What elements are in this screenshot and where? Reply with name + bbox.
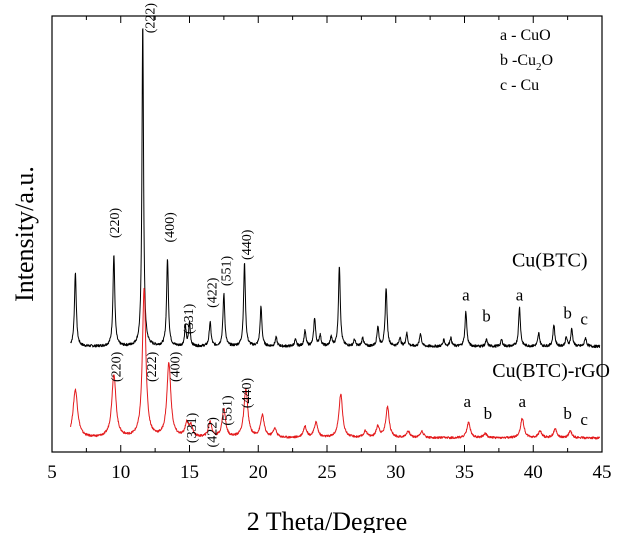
annotation-layer: (220)(222)(400)(331)(422)(551)(440)(220)… bbox=[108, 3, 610, 448]
phase-mark: b bbox=[563, 404, 572, 423]
plane-label: (400) bbox=[168, 351, 183, 382]
x-tick-label: 25 bbox=[318, 462, 337, 483]
legend-entry: c - Cu bbox=[500, 77, 539, 94]
x-tick-label: 45 bbox=[593, 462, 612, 483]
phase-mark: a bbox=[462, 285, 470, 304]
series-line-0 bbox=[70, 28, 601, 349]
plane-label: (422) bbox=[206, 417, 221, 448]
legend-sep: - bbox=[507, 27, 520, 44]
y-axis-title: Intensity/a.u. bbox=[10, 166, 39, 302]
series-layer bbox=[70, 28, 601, 440]
phase-mark: c bbox=[580, 410, 588, 429]
legend-entry: a - CuO bbox=[500, 27, 551, 44]
x-tick-label: 30 bbox=[386, 462, 405, 483]
legend-key: b bbox=[500, 52, 508, 69]
plane-label: (222) bbox=[145, 351, 160, 382]
plane-label: (331) bbox=[182, 303, 197, 334]
legend-sep: - bbox=[507, 77, 520, 94]
x-tick-label: 35 bbox=[455, 462, 474, 483]
legend-sep: - bbox=[508, 52, 517, 69]
phase-mark: b bbox=[484, 404, 493, 423]
x-tick-label: 10 bbox=[111, 462, 130, 483]
x-tick-label: 15 bbox=[180, 462, 199, 483]
legend-tail: O bbox=[542, 52, 554, 69]
legend-formula: Cu bbox=[520, 77, 539, 94]
phase-mark: a bbox=[516, 285, 524, 304]
legend-key: a bbox=[500, 27, 507, 44]
x-tick-label: 40 bbox=[524, 462, 543, 483]
legend-subscript: 2 bbox=[536, 61, 542, 73]
plane-label: (422) bbox=[206, 277, 221, 308]
tick-layer: 5 10 15 20 25 30 35 40 45 bbox=[47, 16, 612, 483]
plane-label: (400) bbox=[163, 212, 178, 243]
phase-mark: b bbox=[563, 304, 572, 323]
plane-label: (220) bbox=[109, 351, 124, 382]
plane-label: (220) bbox=[108, 208, 123, 239]
legend-entry: b -Cu2O bbox=[500, 52, 553, 73]
legend-formula: CuO bbox=[520, 27, 550, 44]
phase-mark: a bbox=[518, 392, 526, 411]
x-axis-title: 2 Theta/Degree bbox=[247, 507, 408, 533]
series-label: Cu(BTC)-rGO bbox=[492, 360, 610, 382]
phase-mark: b bbox=[482, 307, 491, 326]
series-line-1 bbox=[70, 287, 601, 440]
x-tick-label: 20 bbox=[249, 462, 268, 483]
phase-mark: c bbox=[580, 310, 588, 329]
legend-key: c bbox=[500, 77, 507, 94]
phase-mark: a bbox=[463, 392, 471, 411]
series-label: Cu(BTC) bbox=[512, 249, 588, 271]
plane-label: (331) bbox=[185, 412, 200, 443]
legend-formula: Cu bbox=[517, 52, 536, 69]
plane-label: (222) bbox=[144, 3, 159, 34]
plane-label: (440) bbox=[240, 229, 255, 260]
plane-label: (551) bbox=[219, 255, 234, 286]
plane-label: (551) bbox=[221, 395, 236, 426]
x-tick-label: 5 bbox=[47, 462, 57, 483]
plane-label: (440) bbox=[240, 378, 255, 409]
